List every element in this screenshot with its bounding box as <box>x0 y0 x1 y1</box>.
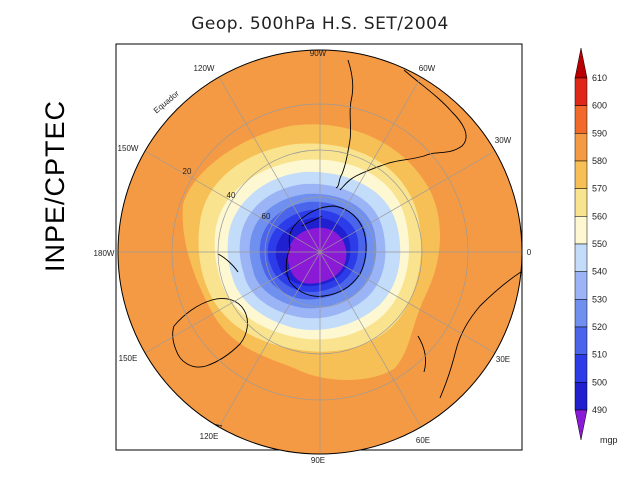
colorbar-swatch <box>574 354 588 383</box>
colorbar: 490 500 510 520 530 540 550 560 570 580 590 600 610 m… <box>574 47 618 445</box>
colorbar-swatch <box>574 160 588 189</box>
new-zealand <box>217 253 239 273</box>
colorbar-unit-label: mgp <box>600 435 618 445</box>
meridian-60w <box>319 76 422 253</box>
colorbar-swatch <box>574 188 588 217</box>
colorbar-level-label: 580 <box>592 156 607 166</box>
colorbar-swatch <box>574 216 588 245</box>
lon-label-90e: 90E <box>311 456 325 465</box>
colorbar-level-label: 610 <box>592 73 607 83</box>
lon-label-150w: 150W <box>118 144 139 153</box>
lon-label-0: 0 <box>527 248 532 257</box>
colorbar-level-label: 510 <box>592 350 607 360</box>
lon-label-120w: 120W <box>194 64 215 73</box>
colorbar-swatch <box>574 271 588 300</box>
south-america-east-coast <box>339 69 467 191</box>
map-boundary <box>117 49 523 455</box>
colorbar-level-label: 540 <box>592 267 607 277</box>
lon-label-60e: 60E <box>416 436 430 445</box>
colorbar-swatch <box>574 133 588 162</box>
colorbar-extend-top <box>574 47 588 79</box>
colorbar-extend-bottom <box>574 409 588 441</box>
colorbar-swatch <box>574 105 588 134</box>
graticule <box>118 50 522 454</box>
colorbar-swatch <box>574 77 588 106</box>
lat-label-60: 60 <box>262 212 271 221</box>
colorbar-swatch <box>574 243 588 272</box>
lon-label-120e: 120E <box>200 432 219 441</box>
colorbar-swatch <box>574 326 588 355</box>
meridian-120e <box>218 251 321 428</box>
meridian-30w <box>319 150 496 253</box>
meridian-150w <box>144 150 321 253</box>
south-america-west-coast <box>335 59 354 189</box>
colorbar-level-label: 500 <box>592 377 607 387</box>
colorbar-level-label: 600 <box>592 101 607 111</box>
madagascar <box>417 335 427 373</box>
lon-label-180w: 180W <box>94 249 115 258</box>
lon-label-30e: 30E <box>496 355 510 364</box>
meridian-30e <box>319 251 496 354</box>
lat-label-20: 20 <box>183 167 192 176</box>
lon-label-60w: 60W <box>419 64 436 73</box>
meridian-150e <box>144 251 321 354</box>
lon-label-150e: 150E <box>119 354 138 363</box>
colorbar-level-label: 550 <box>592 239 607 249</box>
meridian-120w <box>218 76 321 253</box>
colorbar-level-label: 560 <box>592 211 607 221</box>
lon-label-30w: 30W <box>495 136 512 145</box>
meridian-60e <box>319 251 422 428</box>
lat-label-40: 40 <box>227 191 236 200</box>
colorbar-level-label: 570 <box>592 184 607 194</box>
height-field <box>118 50 522 454</box>
colorbar-swatch <box>574 299 588 328</box>
australia-coast <box>172 298 248 368</box>
colorbar-level-label: 530 <box>592 294 607 304</box>
colorbar-level-label: 590 <box>592 128 607 138</box>
colorbar-swatch <box>574 382 588 411</box>
antarctic-peninsula <box>301 215 323 227</box>
antarctica-coast <box>285 205 367 297</box>
africa-coast <box>439 269 522 399</box>
map-title: Geop. 500hPa H.S. SET/2004 <box>191 14 449 34</box>
lon-label-90w: 90W <box>310 49 327 58</box>
colorbar-level-label: 520 <box>592 322 607 332</box>
colorbar-level-label: 490 <box>592 405 607 415</box>
